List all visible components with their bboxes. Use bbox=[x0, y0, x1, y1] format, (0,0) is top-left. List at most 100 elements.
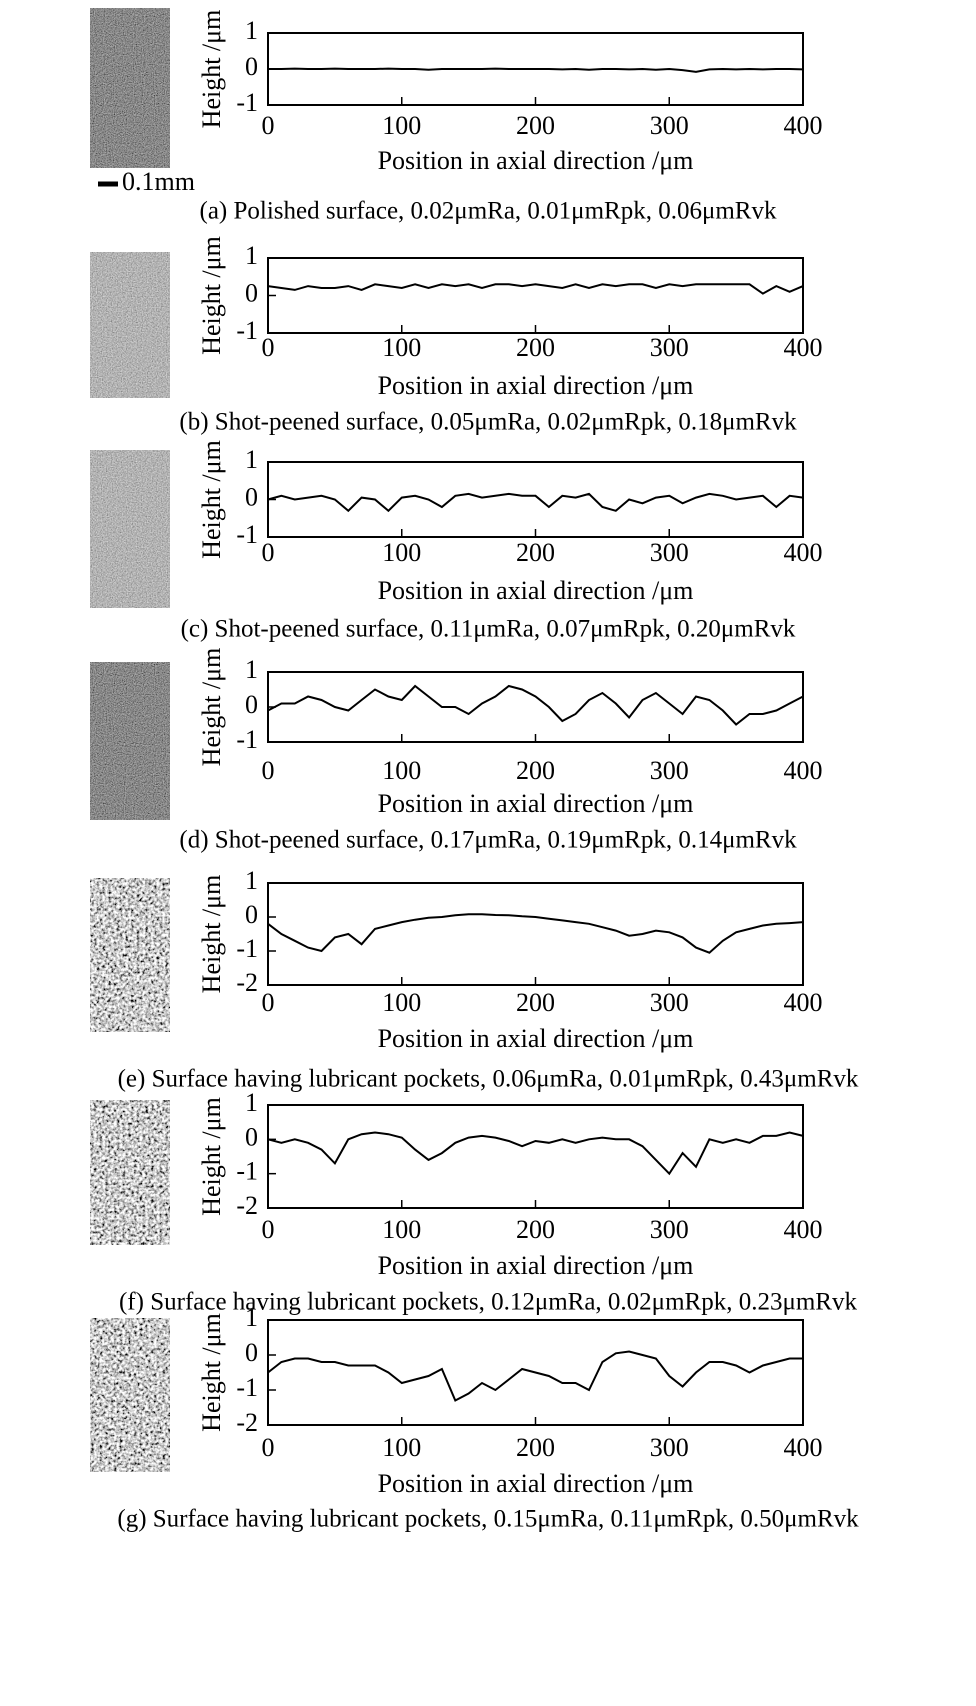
x-tick-label: 300 bbox=[650, 988, 689, 1017]
x-tick-label: 200 bbox=[516, 333, 555, 362]
y-tick-label: 1 bbox=[245, 1303, 258, 1332]
y-axis-label: Height /μm bbox=[197, 875, 226, 994]
micrograph bbox=[90, 1100, 170, 1245]
y-tick-label: -2 bbox=[236, 968, 258, 997]
x-tick-label: 200 bbox=[516, 111, 555, 140]
y-tick-label: -1 bbox=[236, 88, 258, 117]
y-tick-label: 1 bbox=[245, 16, 258, 45]
micrograph bbox=[90, 252, 170, 398]
caption: (f) Surface having lubricant pockets, 0.… bbox=[119, 1289, 858, 1316]
x-tick-label: 400 bbox=[784, 1433, 823, 1462]
y-tick-label: 1 bbox=[245, 1088, 258, 1117]
micrograph bbox=[90, 662, 170, 820]
micrograph bbox=[90, 8, 170, 168]
x-tick-label: 300 bbox=[650, 1215, 689, 1244]
x-axis-label: Position in axial direction /μm bbox=[378, 576, 694, 605]
plot-frame bbox=[267, 671, 804, 743]
y-axis-label: Height /μm bbox=[197, 648, 226, 767]
x-axis-label: Position in axial direction /μm bbox=[378, 146, 694, 175]
scale-bar-label: 0.1mm bbox=[122, 167, 195, 196]
x-tick-label: 200 bbox=[516, 756, 555, 785]
x-tick-label: 300 bbox=[650, 333, 689, 362]
x-tick-label: 100 bbox=[382, 538, 421, 567]
x-axis-label: Position in axial direction /μm bbox=[378, 371, 694, 400]
x-axis-label: Position in axial direction /μm bbox=[378, 789, 694, 818]
x-tick-label: 200 bbox=[516, 538, 555, 567]
x-tick-label: 400 bbox=[784, 756, 823, 785]
profile-line bbox=[267, 913, 804, 954]
x-tick-label: 400 bbox=[784, 988, 823, 1017]
micrograph bbox=[90, 450, 170, 608]
y-tick-label: 1 bbox=[245, 866, 258, 895]
y-tick-label: 0 bbox=[245, 900, 258, 929]
y-tick-label: 0 bbox=[245, 482, 258, 511]
y-tick-label: -1 bbox=[236, 725, 258, 754]
y-tick-label: -1 bbox=[236, 316, 258, 345]
y-axis-label: Height /μm bbox=[197, 440, 226, 559]
x-tick-label: 0 bbox=[262, 1215, 275, 1244]
profile-line bbox=[267, 1350, 803, 1402]
y-axis-label: Height /μm bbox=[197, 10, 226, 129]
x-tick-label: 100 bbox=[382, 756, 421, 785]
x-tick-label: 0 bbox=[262, 111, 275, 140]
profile-line bbox=[267, 684, 804, 726]
x-tick-label: 300 bbox=[650, 538, 689, 567]
plot-frame bbox=[267, 461, 804, 538]
x-axis-label: Position in axial direction /μm bbox=[378, 1251, 694, 1280]
y-tick-label: -1 bbox=[236, 520, 258, 549]
caption: (d) Shot-peened surface, 0.17μmRa, 0.19μ… bbox=[179, 827, 797, 854]
x-tick-label: 100 bbox=[382, 1433, 421, 1462]
x-tick-label: 100 bbox=[382, 333, 421, 362]
x-tick-label: 100 bbox=[382, 988, 421, 1017]
x-tick-label: 0 bbox=[262, 538, 275, 567]
profile-line bbox=[267, 492, 804, 513]
y-tick-label: -1 bbox=[236, 1373, 258, 1402]
x-tick-label: 400 bbox=[784, 111, 823, 140]
x-tick-label: 400 bbox=[784, 538, 823, 567]
caption: (e) Surface having lubricant pockets, 0.… bbox=[118, 1066, 859, 1093]
x-axis-label: Position in axial direction /μm bbox=[378, 1024, 694, 1053]
x-tick-label: 100 bbox=[382, 1215, 421, 1244]
x-tick-label: 200 bbox=[516, 1215, 555, 1244]
x-tick-label: 300 bbox=[650, 756, 689, 785]
y-tick-label: 0 bbox=[245, 690, 258, 719]
y-axis-label: Height /μm bbox=[197, 1313, 226, 1432]
y-tick-label: 0 bbox=[245, 1122, 258, 1151]
caption: (a) Polished surface, 0.02μmRa, 0.01μmRp… bbox=[200, 198, 777, 225]
plot-frame bbox=[267, 1104, 804, 1209]
x-tick-label: 0 bbox=[262, 756, 275, 785]
y-tick-label: 0 bbox=[245, 52, 258, 81]
y-axis-label: Height /μm bbox=[197, 236, 226, 355]
x-axis-label: Position in axial direction /μm bbox=[378, 1469, 694, 1498]
y-tick-label: 1 bbox=[245, 241, 258, 270]
profile-line bbox=[268, 67, 804, 73]
x-tick-label: 400 bbox=[784, 1215, 823, 1244]
micrograph bbox=[90, 878, 170, 1032]
x-tick-label: 300 bbox=[650, 1433, 689, 1462]
profile-line bbox=[267, 1131, 804, 1176]
micrograph bbox=[90, 1318, 170, 1472]
x-tick-label: 0 bbox=[262, 1433, 275, 1462]
caption: (b) Shot-peened surface, 0.05μmRa, 0.02μ… bbox=[179, 409, 797, 436]
y-axis-label: Height /μm bbox=[197, 1097, 226, 1216]
y-tick-label: -2 bbox=[236, 1408, 258, 1437]
caption: (g) Surface having lubricant pockets, 0.… bbox=[117, 1506, 859, 1533]
x-tick-label: 0 bbox=[262, 988, 275, 1017]
x-tick-label: 400 bbox=[784, 333, 823, 362]
plot-frame bbox=[267, 257, 804, 334]
y-tick-label: 0 bbox=[245, 1338, 258, 1367]
y-tick-label: -1 bbox=[236, 934, 258, 963]
caption: (c) Shot-peened surface, 0.11μmRa, 0.07μ… bbox=[181, 616, 796, 643]
y-tick-label: 0 bbox=[245, 278, 258, 307]
y-tick-label: -2 bbox=[236, 1191, 258, 1220]
profile-line bbox=[267, 283, 804, 295]
y-tick-label: 1 bbox=[245, 655, 258, 684]
